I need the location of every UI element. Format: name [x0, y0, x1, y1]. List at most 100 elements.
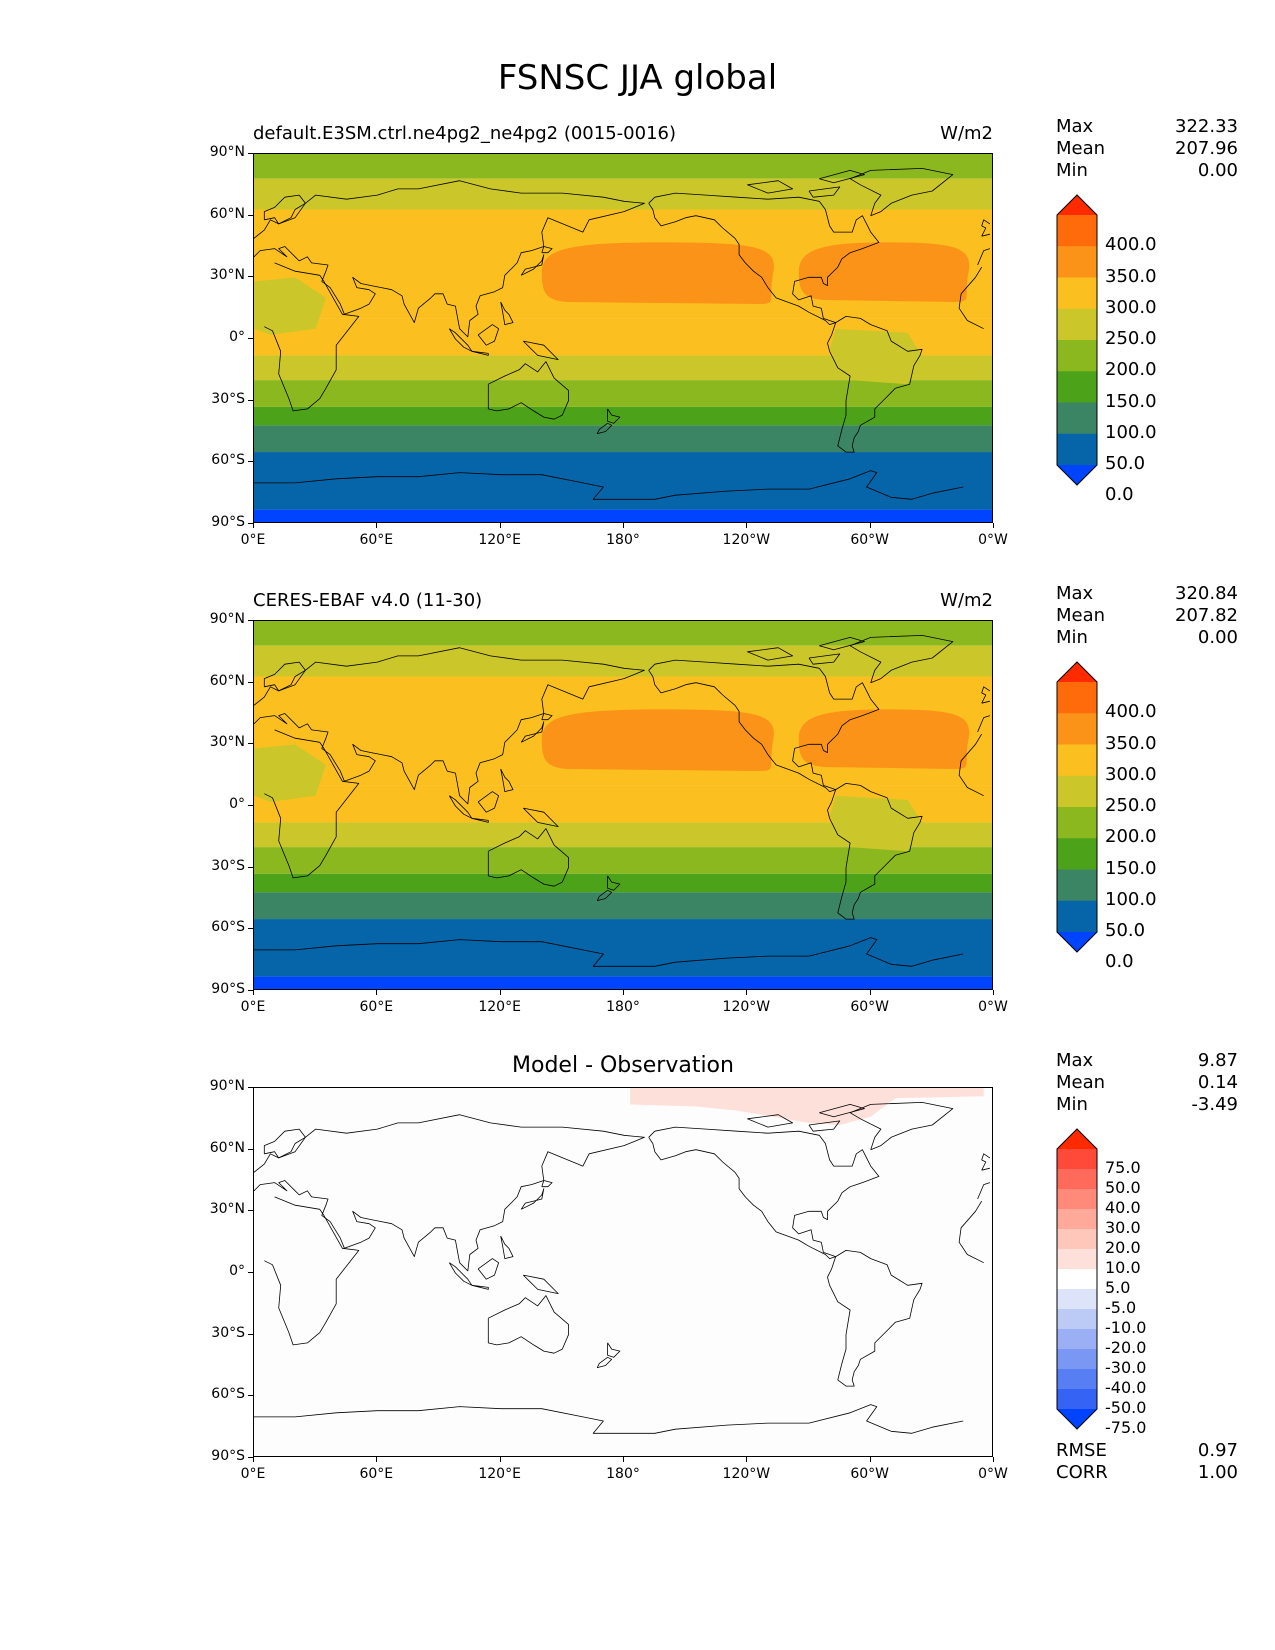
stat-mean-value: 0.14: [1197, 1072, 1238, 1093]
coastline-path: [981, 1153, 991, 1171]
colorbar-segment: [1057, 1209, 1097, 1230]
coastline-path: [264, 262, 984, 412]
y-tick-label: 60°S: [211, 452, 245, 469]
colorbar-segment: [1057, 1389, 1097, 1410]
coastline-path: [596, 422, 613, 434]
colorbar-segment: [1057, 869, 1097, 902]
x-tick-label: 0°E: [240, 532, 266, 548]
y-tick-mark: [248, 1395, 253, 1397]
colorbar-segment: [1057, 1149, 1097, 1170]
colorbar-outline: [1056, 1128, 1098, 1430]
y-tick-label: 60°S: [211, 1386, 245, 1403]
x-tick-label: 120°W: [722, 1466, 771, 1482]
coastline-path: [254, 180, 991, 266]
coastline-path: [523, 807, 559, 827]
y-tick-mark: [248, 1272, 253, 1273]
subtropical-high-region: [541, 242, 774, 305]
colorbar-tick-label: 200.0: [1105, 359, 1157, 381]
colorbar-tick-label: 150.0: [1105, 390, 1157, 412]
coastline-path: [607, 408, 621, 424]
stat-max-value: 322.33: [1175, 116, 1238, 137]
map-svg: [254, 621, 992, 989]
coastline-path: [819, 1104, 865, 1118]
y-tick-label: 90°N: [209, 144, 245, 160]
coastline-path: [849, 635, 954, 684]
x-tick-mark: [623, 523, 624, 528]
south-america-land-region: [829, 328, 923, 385]
x-tick-mark: [253, 1457, 254, 1462]
colorbar-tick-label: 50.0: [1105, 453, 1146, 474]
stat-min-label: Min: [1056, 1094, 1088, 1115]
colorbar-tick-label: 350.0: [1105, 265, 1157, 287]
x-tick-label: 180°: [606, 999, 640, 1015]
y-tick-mark: [248, 338, 253, 339]
colorbar-segment: [1057, 1189, 1097, 1210]
coastline-path: [263, 194, 306, 225]
colorbar: [1056, 661, 1098, 953]
field-band: [254, 380, 992, 407]
colorbar-segment: [1057, 1369, 1097, 1390]
x-tick-mark: [746, 523, 748, 528]
colorbar-max-extend: [1057, 662, 1097, 682]
y-tick-mark: [248, 153, 253, 154]
field-fill: [254, 621, 992, 989]
subtropical-high-region: [798, 709, 970, 769]
stat-max-label: Max: [1056, 1050, 1094, 1071]
y-tick-mark: [248, 620, 253, 621]
y-tick-label: 60°N: [209, 205, 245, 222]
stat-min-value: -3.49: [1191, 1094, 1238, 1115]
colorbar-segment: [1057, 744, 1097, 777]
x-tick-label: 0°W: [978, 1466, 1008, 1482]
y-tick-mark: [248, 928, 253, 930]
colorbar-tick-label: 50.0: [1105, 1178, 1141, 1197]
y-tick-mark: [248, 276, 253, 278]
y-tick-mark: [248, 214, 253, 216]
rmse-label: RMSE: [1056, 1440, 1107, 1461]
subtropical-high-region: [798, 242, 970, 302]
colorbar-segment: [1057, 775, 1097, 808]
x-tick-mark: [253, 990, 254, 995]
colorbar-min-extend: [1057, 932, 1097, 952]
coastline-path: [264, 1196, 984, 1346]
coastline-path: [808, 653, 841, 665]
colorbar-segment: [1057, 308, 1097, 341]
y-tick-mark: [248, 1148, 253, 1150]
colorbar-tick-label: 350.0: [1105, 732, 1157, 754]
map-area: [253, 1087, 993, 1457]
y-tick-mark: [248, 1457, 253, 1458]
field-band: [254, 406, 992, 426]
y-tick-mark: [248, 990, 253, 991]
coastline-path: [648, 1126, 880, 1259]
map-area: [253, 153, 993, 523]
coastline-path: [607, 1342, 621, 1358]
x-tick-mark: [623, 990, 624, 995]
arctic-region: [798, 154, 992, 175]
x-tick-label: 60°E: [359, 999, 394, 1015]
coastline-path: [808, 1120, 841, 1132]
coastline-path: [264, 729, 984, 879]
x-tick-label: 0°W: [978, 999, 1008, 1015]
units-label: W/m2: [940, 590, 993, 611]
coastline-path: [500, 301, 514, 325]
colorbar: [1056, 1128, 1098, 1430]
map-svg: [254, 1088, 992, 1456]
colorbar-segment: [1057, 433, 1097, 466]
y-tick-mark: [248, 1210, 253, 1212]
colorbar-outline: [1056, 194, 1098, 486]
colorbar-tick-label: 100.0: [1105, 421, 1157, 443]
africa-land-region: [254, 277, 326, 335]
field-band: [254, 919, 992, 977]
y-tick-label: 90°N: [209, 611, 245, 627]
y-tick-mark: [248, 1333, 253, 1335]
x-tick-label: 0°E: [240, 999, 266, 1015]
coastline-path: [819, 637, 865, 651]
colorbar-max-extend: [1057, 195, 1097, 215]
x-tick-label: 0°W: [978, 532, 1008, 548]
coastline-path: [596, 889, 613, 901]
stat-mean-value: 207.96: [1175, 138, 1238, 159]
colorbar-tick-label: 100.0: [1105, 888, 1157, 910]
x-tick-label: 180°: [606, 1466, 640, 1482]
x-tick-mark: [869, 990, 871, 995]
x-tick-label: 120°W: [722, 532, 771, 548]
colorbar-segment: [1057, 371, 1097, 403]
